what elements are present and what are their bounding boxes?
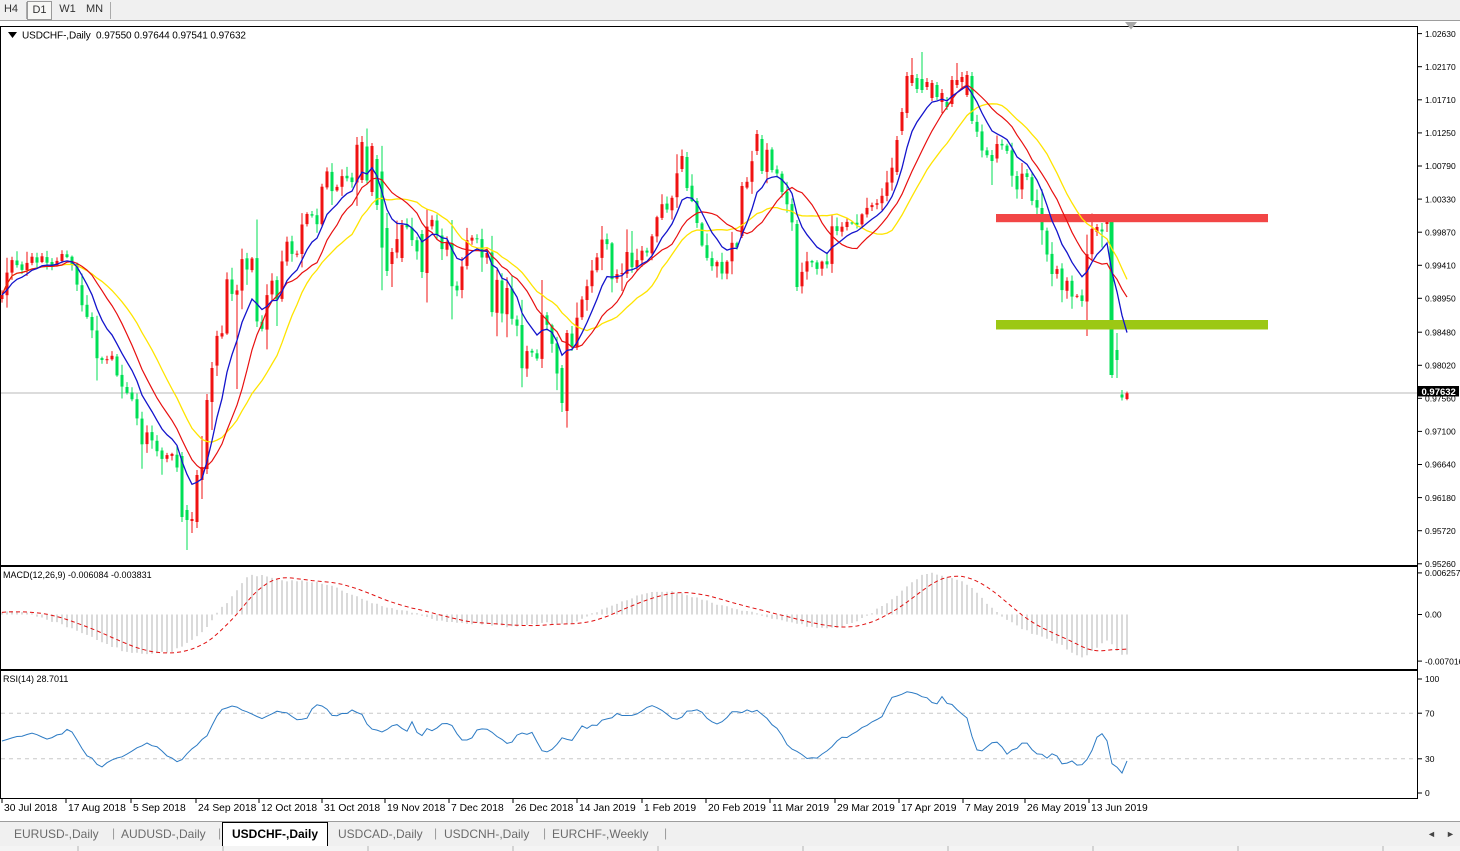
svg-text:0.00: 0.00 (1425, 610, 1442, 620)
svg-text:0.99410: 0.99410 (1425, 261, 1456, 271)
svg-text:30: 30 (1425, 754, 1435, 764)
svg-text:1 Feb 2019: 1 Feb 2019 (644, 803, 696, 814)
svg-text:1.00790: 1.00790 (1425, 161, 1456, 171)
svg-text:30 Jul 2018: 30 Jul 2018 (4, 803, 58, 814)
svg-text:0.006257: 0.006257 (1425, 568, 1460, 578)
svg-text:0.97100: 0.97100 (1425, 427, 1456, 437)
svg-text:17 Apr 2019: 17 Apr 2019 (901, 803, 957, 814)
svg-text:USDCHF-,Daily 0.97550 0.97644: USDCHF-,Daily 0.97550 0.97644 0.97541 0.… (22, 31, 246, 42)
svg-text:1.02630: 1.02630 (1425, 29, 1456, 39)
svg-text:1.02170: 1.02170 (1425, 62, 1456, 72)
svg-text:1.00330: 1.00330 (1425, 194, 1456, 204)
svg-text:0.96180: 0.96180 (1425, 493, 1456, 503)
svg-text:MACD(12,26,9) -0.006084 -0.003: MACD(12,26,9) -0.006084 -0.003831 (3, 570, 152, 580)
svg-text:0.98480: 0.98480 (1425, 327, 1456, 337)
svg-text:13 Jun 2019: 13 Jun 2019 (1091, 803, 1148, 814)
svg-text:0.96640: 0.96640 (1425, 460, 1456, 470)
svg-text:11 Mar 2019: 11 Mar 2019 (772, 803, 829, 814)
svg-text:19 Nov 2018: 19 Nov 2018 (387, 803, 446, 814)
svg-text:29 Mar 2019: 29 Mar 2019 (837, 803, 895, 814)
svg-text:-0.007016: -0.007016 (1425, 656, 1460, 666)
svg-text:26 Dec 2018: 26 Dec 2018 (515, 803, 574, 814)
svg-text:0.99870: 0.99870 (1425, 227, 1456, 237)
svg-text:17 Aug 2018: 17 Aug 2018 (68, 803, 126, 814)
svg-text:26 May 2019: 26 May 2019 (1027, 803, 1087, 814)
svg-text:12 Oct 2018: 12 Oct 2018 (261, 803, 317, 814)
svg-text:5 Sep 2018: 5 Sep 2018 (133, 803, 186, 814)
svg-text:7 May 2019: 7 May 2019 (965, 803, 1019, 814)
svg-text:0.95260: 0.95260 (1425, 559, 1456, 569)
svg-text:7 Dec 2018: 7 Dec 2018 (451, 803, 504, 814)
svg-text:0.97632: 0.97632 (1422, 387, 1456, 398)
svg-text:0.97560: 0.97560 (1425, 394, 1456, 404)
svg-text:31 Oct 2018: 31 Oct 2018 (324, 803, 380, 814)
svg-text:RSI(14) 28.7011: RSI(14) 28.7011 (3, 674, 68, 684)
svg-text:0.95720: 0.95720 (1425, 526, 1456, 536)
svg-text:1.01710: 1.01710 (1425, 95, 1456, 105)
svg-text:70: 70 (1425, 708, 1435, 718)
svg-text:0.98020: 0.98020 (1425, 361, 1456, 371)
svg-text:0: 0 (1425, 788, 1430, 798)
svg-text:0.98950: 0.98950 (1425, 294, 1456, 304)
svg-text:1.01250: 1.01250 (1425, 128, 1456, 138)
svg-text:14 Jan 2019: 14 Jan 2019 (579, 803, 636, 814)
svg-text:24 Sep 2018: 24 Sep 2018 (198, 803, 257, 814)
svg-text:100: 100 (1425, 674, 1439, 684)
svg-text:20 Feb 2019: 20 Feb 2019 (708, 803, 766, 814)
